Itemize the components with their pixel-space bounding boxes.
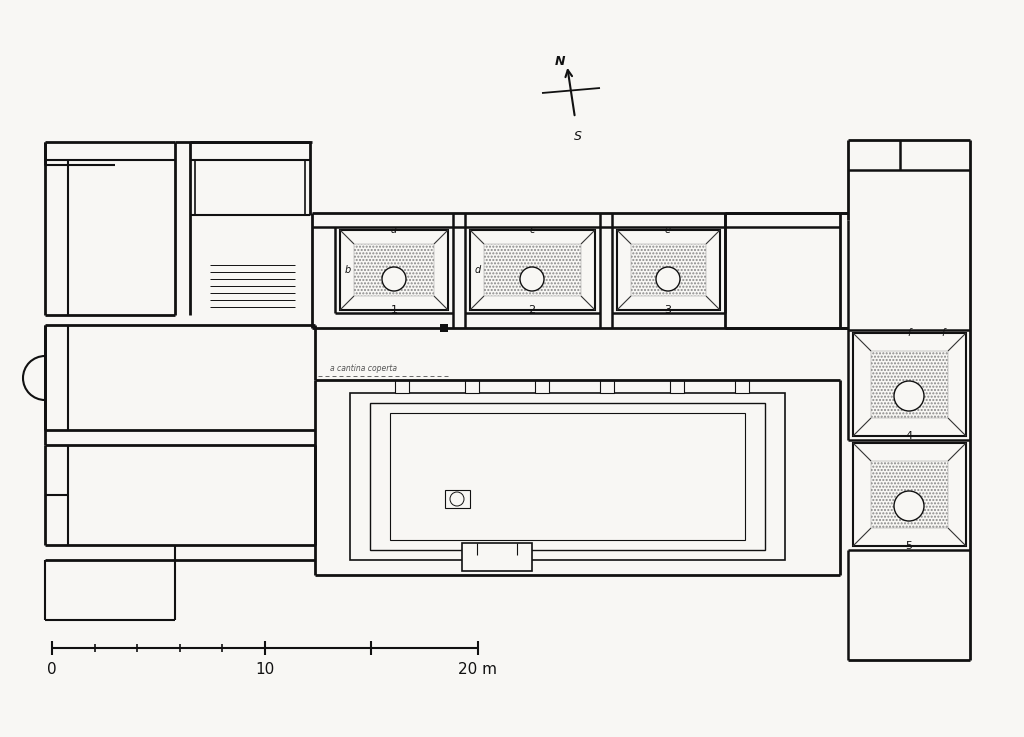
Circle shape xyxy=(894,381,924,411)
Bar xyxy=(883,473,936,516)
Circle shape xyxy=(894,491,924,521)
Text: a: a xyxy=(391,225,397,235)
Bar xyxy=(871,461,948,528)
Circle shape xyxy=(382,267,406,291)
Bar xyxy=(670,380,684,393)
Bar xyxy=(484,244,581,296)
Bar xyxy=(350,393,785,560)
Bar xyxy=(195,160,305,215)
Circle shape xyxy=(450,492,464,506)
Text: 2: 2 xyxy=(528,305,536,315)
Bar xyxy=(440,324,449,332)
Bar xyxy=(465,380,479,393)
Bar xyxy=(445,490,470,508)
Bar xyxy=(364,254,424,286)
Text: 5: 5 xyxy=(905,541,912,551)
Text: f: f xyxy=(907,328,910,338)
Text: e: e xyxy=(665,225,671,235)
Bar xyxy=(600,380,614,393)
Bar xyxy=(641,254,696,286)
Bar xyxy=(631,244,706,296)
Text: 4: 4 xyxy=(905,431,912,441)
Text: a cantina coperta: a cantina coperta xyxy=(330,364,397,373)
Bar xyxy=(853,443,966,546)
Text: c: c xyxy=(529,225,535,235)
Text: 20 m: 20 m xyxy=(459,662,498,677)
Bar xyxy=(617,230,720,310)
Bar xyxy=(883,363,936,406)
Bar xyxy=(853,333,966,436)
Circle shape xyxy=(520,267,544,291)
Text: 1: 1 xyxy=(390,305,397,315)
Text: b: b xyxy=(345,265,351,275)
Text: 10: 10 xyxy=(255,662,274,677)
Text: N: N xyxy=(555,55,565,68)
Bar xyxy=(354,244,434,296)
Bar xyxy=(735,380,749,393)
Bar xyxy=(390,413,745,540)
Text: S: S xyxy=(574,130,582,143)
Bar xyxy=(462,543,532,571)
Text: 0: 0 xyxy=(47,662,56,677)
Circle shape xyxy=(656,267,680,291)
Bar xyxy=(340,230,449,310)
Bar xyxy=(871,351,948,418)
Text: d: d xyxy=(475,265,481,275)
Bar xyxy=(370,403,765,550)
Bar xyxy=(395,380,409,393)
Text: 3: 3 xyxy=(665,305,672,315)
Text: f: f xyxy=(942,328,945,338)
Bar xyxy=(494,254,571,286)
Bar xyxy=(470,230,595,310)
Bar xyxy=(535,380,549,393)
